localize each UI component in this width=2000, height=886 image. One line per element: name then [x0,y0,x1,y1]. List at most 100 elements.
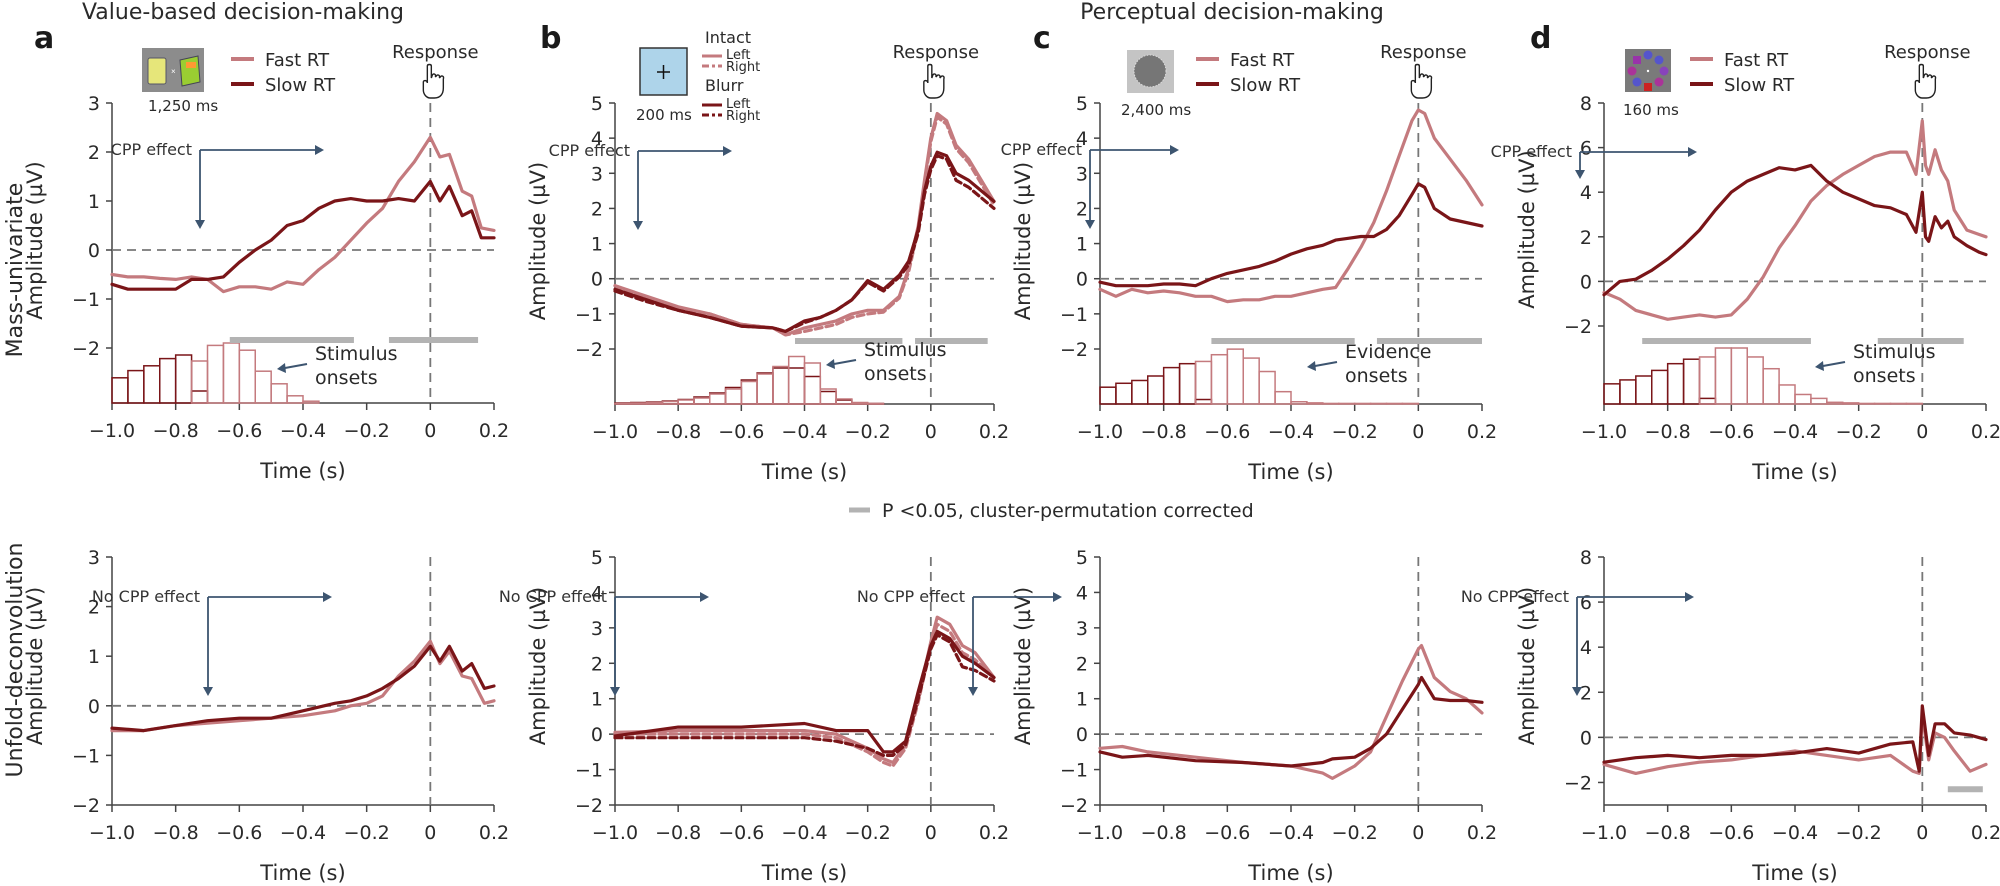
legend-label-intact-left: Left [726,48,750,63]
arrowhead-icon [1085,220,1095,229]
histogram-bar-slow [1131,379,1149,405]
y-tick-label: −1 [575,760,603,782]
arrowhead-icon [700,592,709,602]
annotation-label: CPP effect [1001,140,1082,159]
onset-label: onsets [1853,365,1916,387]
x-tick-label: −0.8 [1141,421,1187,443]
arrowhead-icon [723,146,732,156]
histogram-bar-slow [756,372,774,405]
y-axis-label: Amplitude (µV) [1515,587,1539,745]
histogram-bar-fast [1306,402,1324,405]
histogram-bar-slow [1603,383,1621,405]
x-tick-label: −1.0 [1077,822,1123,844]
y-tick-label: 3 [1076,163,1088,185]
annotation-label: CPP effect [549,141,630,160]
x-axis-label: Time (s) [761,460,847,484]
stimulus-duration-d: 160 ms [1623,101,1679,119]
x-tick-label: −0.6 [1204,822,1250,844]
legend-group-intact: Intact [705,28,751,47]
arrowhead-icon [1307,361,1316,371]
y-tick-label: 5 [591,547,603,569]
x-tick-label: −0.8 [1141,822,1187,844]
hand-shape [923,63,945,99]
legend-label-fast: Fast RT [1724,50,1789,71]
series-intact-left [613,615,996,765]
histogram-bar-slow [143,365,161,404]
y-tick-label: 0 [88,240,100,262]
onset-arrow [1822,361,1846,367]
x-tick-label: 0.2 [1971,421,2000,443]
histogram-bar-slow [1682,358,1701,405]
arrowhead-icon [1685,592,1694,602]
x-tick-label: 0 [1916,421,1928,443]
histogram-bar-fast [302,400,320,404]
arrowhead-icon [633,221,643,230]
histogram-bar-slow [1115,382,1133,405]
histogram-bar-fast [1226,348,1245,405]
onset-arrow [284,363,308,369]
x-tick-label: −0.4 [781,822,827,844]
histogram-bar-fast [1698,356,1717,405]
y-tick-label: 2 [1580,682,1592,704]
annotation-label: No CPP effect [499,587,607,606]
y-tick-label: 2 [1076,198,1088,220]
x-tick-label: −1.0 [1077,421,1123,443]
histogram-bar-fast [724,388,743,405]
stimulus-icon-snacks: × [142,48,204,92]
series-blurr-left [613,629,996,754]
histogram-bar-fast [1194,360,1213,405]
histogram-bar-fast [206,344,225,404]
histogram-bar-fast [1242,357,1260,405]
histogram-bar-fast [1905,402,1924,405]
histogram-bar-slow [159,357,177,404]
histogram-bar-fast [851,401,869,405]
y-tick-label: 6 [1580,138,1592,160]
y-tick-label: 0 [1580,271,1592,293]
y-tick-label: 1 [88,191,100,213]
onset-label: onsets [864,363,927,385]
y-axis-label: Amplitude (µV) [1515,150,1539,308]
arrowhead-icon [1170,145,1179,155]
x-tick-label: −0.2 [845,822,891,844]
x-tick-label: 0 [925,822,937,844]
y-tick-label: 8 [1580,547,1592,569]
y-tick-label: 5 [1076,93,1088,115]
y-tick-label: 3 [88,93,100,115]
histogram-bar-fast [677,399,695,405]
histogram-bar-fast [819,388,837,405]
series-intact-right [613,115,996,337]
series-fast-rt [1098,108,1484,304]
arrowhead-icon [203,687,213,696]
y-tick-label: 4 [1580,182,1592,204]
histogram-bar-fast [1857,402,1876,405]
x-axis-label: Time (s) [1751,460,1837,484]
legend-a: Fast RT Slow RT [231,50,336,96]
y-tick-label: 2 [88,597,100,619]
y-tick-label: 0 [1580,727,1592,749]
legend-label-intact-right: Right [726,60,760,75]
y-tick-label: 1 [591,234,603,256]
response-label: Response [392,42,478,63]
histogram-bar-fast [645,401,664,405]
histogram-bar-fast [1746,356,1764,405]
histogram-bar-slow [803,375,822,405]
legend-label-blurr-right: Right [726,109,760,124]
y-tick-label: 2 [1076,653,1088,675]
histogram-bar-fast [756,373,774,405]
svg-text:×: × [171,67,176,76]
x-tick-label: −0.2 [1332,822,1378,844]
arrowhead-icon [1053,592,1062,602]
x-tick-label: 0 [1412,822,1424,844]
histogram-bar-fast [1338,402,1356,405]
onset-label: onsets [315,367,378,389]
pointing-hand-icon [1410,63,1433,99]
legend-label-fast: Fast RT [265,50,330,71]
arrowhead-icon [826,359,835,369]
histogram-bar-fast [1794,393,1812,405]
y-axis-label: Amplitude (µV) [526,587,550,745]
row-label-mass-univariate: Mass-univariate [3,183,28,358]
hand-shape [1410,63,1433,99]
y-tick-label: 4 [591,128,603,150]
x-tick-label: −0.4 [1268,822,1314,844]
